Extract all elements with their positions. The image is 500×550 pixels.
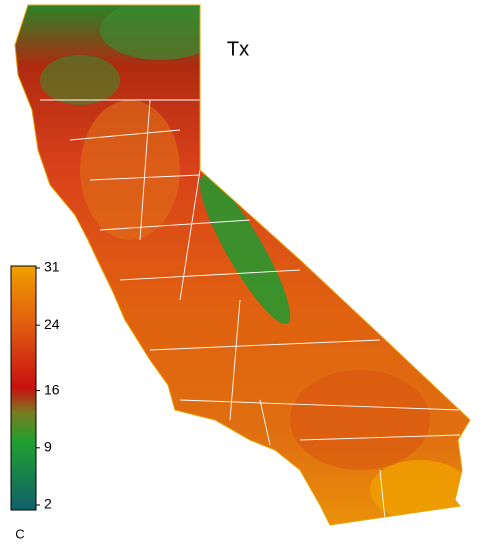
colorbar-tick-label: 2 — [44, 496, 52, 512]
colorbar-unit: C — [15, 526, 24, 541]
colorbar-tick-label: 31 — [44, 259, 60, 275]
colorbar-tick-label: 16 — [44, 381, 60, 397]
colorbar-tick-label: 9 — [44, 438, 52, 454]
colorbar-tick-label: 24 — [44, 316, 60, 332]
map-title: Tx — [227, 38, 249, 60]
colorbar — [10, 265, 37, 511]
